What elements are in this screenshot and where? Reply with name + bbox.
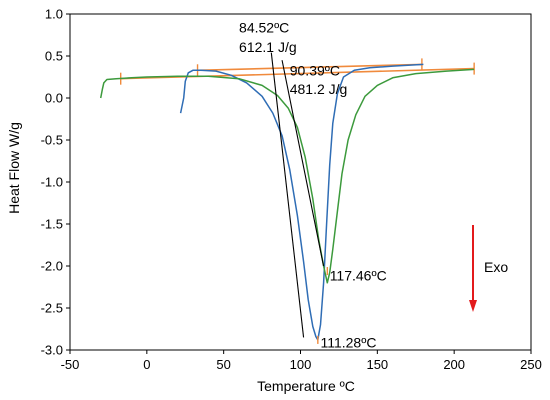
y-tick-label-2: -2.0 — [41, 259, 63, 274]
peak-a-onset-temp: 84.52ºC — [239, 19, 289, 35]
exo-arrow — [469, 225, 477, 312]
series-line-1 — [99, 68, 475, 284]
y-tick-label-0: -3.0 — [41, 343, 63, 358]
x-tick-label-4: 150 — [366, 357, 388, 372]
leader-line-0 — [270, 52, 305, 338]
x-axis-title: Temperature ºC — [257, 378, 355, 394]
y-tick-label-8: 1.0 — [45, 7, 63, 22]
x-tick-label-5: 200 — [443, 357, 465, 372]
y-axis-title: Heat Flow W/g — [6, 122, 22, 214]
exo-label: Exo — [484, 259, 508, 275]
baseline-0 — [197, 63, 422, 72]
plot-area: 84.52ºC 612.1 J/g 90.39ºC 481.2 J/g 117.46ºC… — [99, 19, 475, 350]
peak-a-enthalpy: 612.1 J/g — [239, 39, 297, 55]
axes: -50 0 50 100 150 200 250 -3.0 -2.5 -2.0 -1.5 -1.0 -0… — [41, 7, 542, 373]
peak-b-min-temp: 111.28ºC — [320, 334, 376, 350]
x-tick-label-3: 100 — [290, 357, 312, 372]
y-tick-label-1: -2.5 — [41, 301, 63, 316]
peak-a-min-temp: 117.46ºC — [330, 267, 387, 283]
y-tick-label-4: -1.0 — [41, 175, 63, 190]
peak-b-onset-temp: 90.39ºC — [290, 62, 340, 78]
x-tick-label-2: 50 — [216, 357, 230, 372]
baseline-1 — [120, 67, 475, 80]
y-tick-label-3: -1.5 — [41, 217, 63, 232]
leader-line-1 — [281, 60, 325, 267]
y-tick-label-5: -0.5 — [41, 133, 63, 148]
y-tick-label-7: 0.5 — [45, 49, 63, 64]
x-tick-label-0: -50 — [61, 357, 80, 372]
peak-b-enthalpy: 481.2 J/g — [290, 81, 348, 97]
series-line-0 — [179, 63, 424, 341]
x-tick-label-1: 0 — [143, 357, 150, 372]
y-tick-label-6: 0.0 — [45, 91, 63, 106]
x-tick-label-6: 250 — [520, 357, 542, 372]
